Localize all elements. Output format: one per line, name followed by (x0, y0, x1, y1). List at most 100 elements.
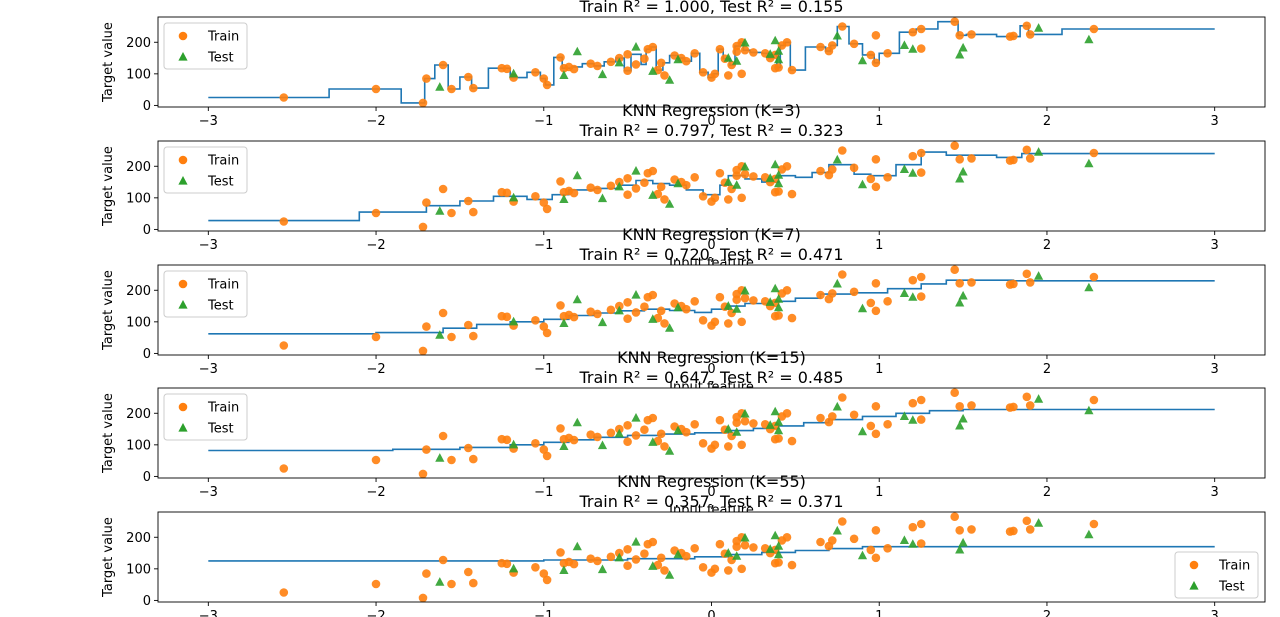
test-point (559, 318, 569, 327)
x-tick-label: −3 (199, 114, 218, 129)
test-point (857, 550, 868, 560)
train-point (1025, 154, 1035, 163)
x-tick-label: −1 (534, 238, 553, 253)
legend-test-label: Test (207, 299, 234, 314)
x-tick-label: −3 (199, 362, 218, 377)
x-tick-label: −2 (366, 485, 385, 500)
train-point (883, 544, 892, 553)
train-point (698, 439, 708, 448)
train-point (849, 39, 859, 49)
train-point (593, 309, 602, 319)
test-point (765, 173, 775, 182)
train-point (279, 588, 289, 597)
train-point (908, 27, 918, 37)
train-point (849, 534, 859, 544)
train-point (682, 551, 691, 561)
train-point (955, 402, 964, 411)
train-point (586, 183, 595, 192)
x-tick-label: 3 (1211, 238, 1219, 253)
test-point (572, 170, 582, 180)
train-point (447, 84, 456, 94)
train-point (531, 68, 540, 77)
test-point (631, 166, 641, 175)
train-point (631, 555, 641, 564)
train-point (422, 569, 431, 578)
test-point (1034, 518, 1044, 527)
train-point (539, 322, 549, 331)
train-point (502, 188, 512, 198)
test-point (740, 408, 750, 418)
test-point (774, 54, 784, 64)
train-point (422, 74, 431, 83)
score-title: Train R² = 1.000, Test R² = 0.155 (578, 0, 843, 16)
test-point (673, 425, 683, 435)
train-point (593, 61, 602, 71)
train-point (866, 421, 876, 431)
train-point (732, 171, 741, 180)
x-tick-label: −1 (534, 114, 553, 129)
test-point (770, 159, 780, 169)
test-point (774, 46, 784, 55)
train-point (586, 59, 595, 68)
train-point (1089, 519, 1099, 529)
train-point (556, 53, 565, 62)
train-point (656, 58, 666, 68)
test-point (723, 548, 733, 557)
train-point (660, 319, 669, 328)
train-point (631, 431, 641, 440)
test-point (899, 411, 909, 420)
train-point (656, 182, 666, 192)
train-point (1022, 516, 1032, 526)
train-point (606, 428, 616, 438)
train-point (371, 84, 381, 94)
test-point (908, 44, 918, 53)
train-point (556, 301, 565, 310)
train-point (698, 192, 708, 201)
train-point (967, 525, 976, 534)
train-point (916, 539, 926, 548)
test-point (673, 178, 683, 188)
train-point (542, 204, 552, 214)
train-point (883, 420, 892, 429)
train-point (447, 332, 456, 342)
train-point (715, 44, 725, 54)
train-point (660, 71, 669, 80)
train-point (542, 575, 552, 585)
model-title: KNN Regression (K=3) (622, 101, 801, 120)
legend-train-label: Train (207, 154, 239, 169)
train-point (749, 296, 758, 305)
x-tick-label: −2 (366, 114, 385, 129)
train-point (418, 593, 428, 603)
test-point (723, 177, 733, 186)
test-point (631, 42, 641, 51)
model-title: KNN Regression (K=7) (622, 225, 801, 244)
train-point (816, 413, 825, 423)
train-point (828, 41, 837, 50)
train-point (640, 178, 649, 187)
test-point (648, 437, 658, 446)
y-tick-label: 200 (126, 531, 151, 546)
y-tick-label: 0 (143, 470, 151, 485)
train-point (623, 421, 632, 430)
test-point (958, 290, 968, 300)
train-point (469, 207, 478, 217)
train-point (418, 346, 428, 356)
train-point (916, 44, 926, 53)
test-point (899, 40, 909, 49)
test-point (740, 161, 750, 171)
train-point (732, 295, 741, 305)
train-point (1025, 30, 1035, 39)
legend-test-marker (178, 423, 188, 432)
train-point (866, 298, 876, 308)
train-point (623, 298, 632, 307)
train-point (950, 388, 959, 398)
y-tick-label: 200 (126, 160, 151, 175)
train-point (660, 442, 669, 451)
train-point (955, 155, 964, 164)
test-point (597, 317, 608, 327)
model-title: KNN Regression (K=15) (617, 348, 806, 367)
train-point (371, 208, 381, 218)
test-point (435, 82, 445, 91)
